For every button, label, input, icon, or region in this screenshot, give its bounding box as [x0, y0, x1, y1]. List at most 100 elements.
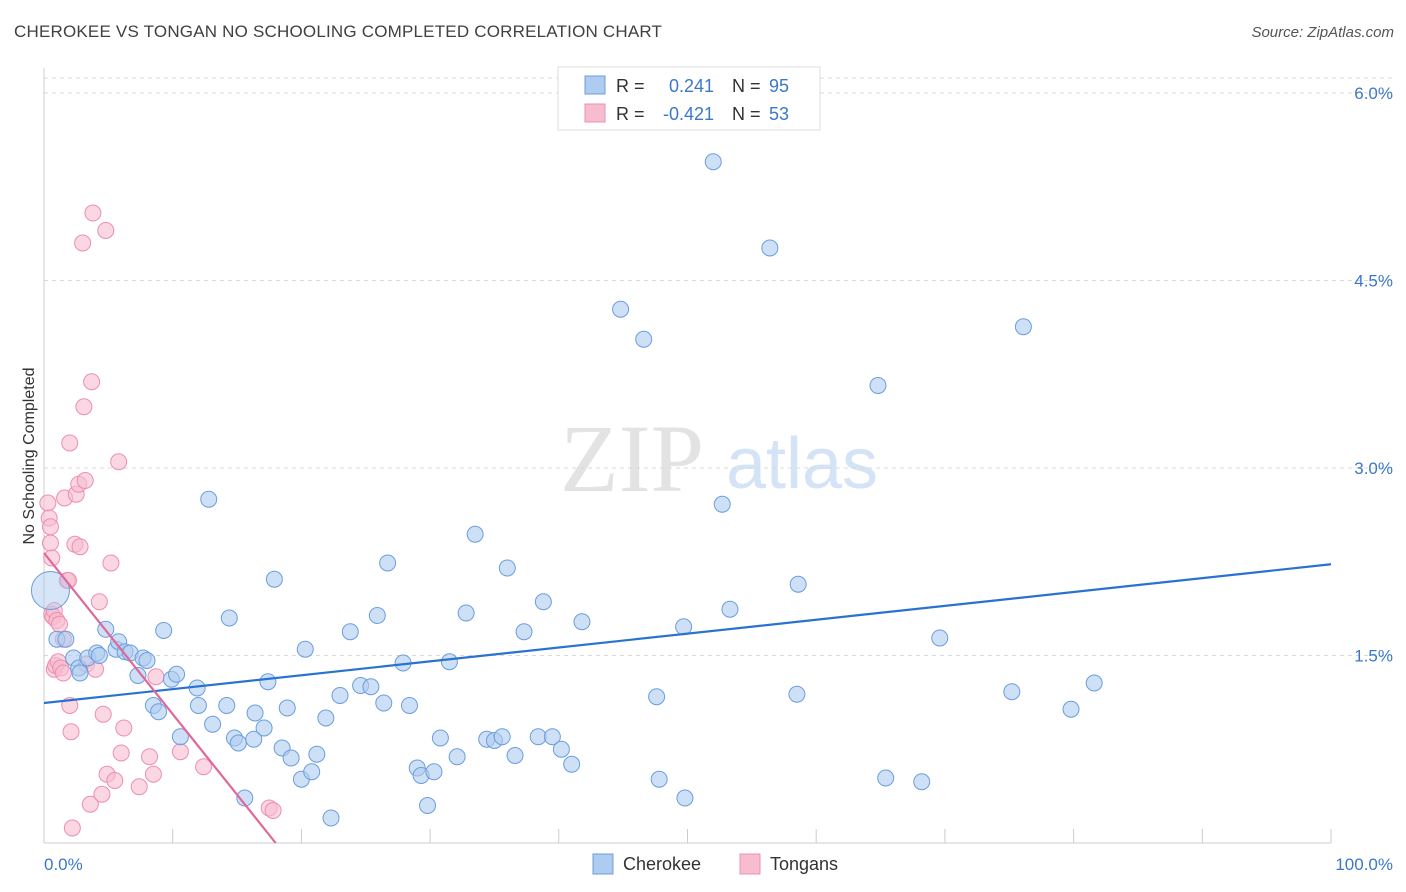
cherokee-point: [650, 770, 668, 788]
tongan-point: [90, 593, 108, 611]
y-tick-label: 3.0%: [1354, 459, 1393, 478]
cherokee-point: [246, 704, 264, 722]
cherokee-point: [648, 688, 666, 706]
tongan-trend-line: [43, 552, 277, 844]
cherokee-point: [218, 697, 236, 714]
cherokee-point: [200, 490, 218, 508]
watermark-zip: ZIP: [560, 405, 704, 512]
source-label: Source: ZipAtlas.com: [1251, 24, 1394, 41]
cherokee-point: [493, 728, 511, 746]
cherokee-point: [322, 809, 340, 827]
legend-r-label-tongans: R =: [616, 104, 645, 124]
tongan-point: [94, 705, 112, 723]
tongan-point: [74, 234, 92, 252]
bottom-legend-swatch-cherokee: [592, 853, 614, 875]
tongan-point: [39, 494, 57, 512]
cherokee-point: [317, 709, 335, 727]
cherokee-point: [543, 728, 561, 746]
cherokee-point: [229, 734, 247, 752]
cherokee-point: [1014, 318, 1032, 336]
cherokee-point: [466, 525, 484, 543]
y-axis-label: No Schooling Completed: [21, 368, 38, 545]
cherokee-point: [90, 647, 108, 664]
cherokee-point: [419, 797, 437, 814]
legend-n-value-tongans: 53: [769, 104, 789, 124]
x-tick-labels: 0.0% 100.0%: [44, 855, 1393, 874]
cherokee-point: [296, 640, 314, 658]
cherokee-point: [515, 623, 533, 641]
cherokee-point: [204, 715, 222, 733]
chart-title: CHEROKEE VS TONGAN NO SCHOOLING COMPLETE…: [14, 22, 663, 41]
cherokee-point: [425, 763, 443, 781]
tongan-point: [102, 554, 120, 572]
bottom-legend-swatch-tongans: [739, 853, 761, 875]
cherokee-point: [1062, 700, 1080, 718]
series-cherokee: [30, 153, 1103, 827]
cherokee-point: [282, 749, 300, 767]
cherokee-point: [563, 755, 581, 773]
cherokee-point: [788, 685, 806, 703]
cherokee-point: [220, 609, 238, 627]
cherokee-point: [341, 623, 359, 641]
cherokee-point: [379, 554, 397, 572]
cherokee-point: [721, 600, 739, 618]
legend-swatch-tongans: [584, 103, 606, 123]
bottom-legend-label-cherokee: Cherokee: [623, 854, 701, 874]
cherokee-point: [676, 789, 694, 807]
cherokee-point: [30, 571, 70, 610]
cherokee-point: [506, 747, 524, 764]
cherokee-point: [635, 330, 653, 348]
cherokee-point: [761, 239, 779, 257]
cherokee-point: [245, 730, 263, 748]
tongan-point: [195, 758, 213, 776]
legend-r-value-cherokee: 0.241: [669, 76, 714, 96]
legend-swatch-cherokee: [584, 75, 606, 95]
trend-lines: [43, 552, 1332, 844]
cherokee-point: [457, 604, 475, 622]
cherokee-point: [877, 769, 895, 787]
tongan-point: [115, 719, 133, 737]
cherokee-point: [931, 629, 949, 647]
tongan-point: [61, 434, 79, 452]
watermark: ZIP atlas: [560, 405, 878, 512]
cherokee-point: [713, 495, 731, 513]
cherokee-point: [869, 377, 887, 394]
tongan-point: [62, 723, 80, 741]
bottom-legend-label-tongans: Tongans: [770, 854, 838, 874]
tongan-point: [71, 538, 89, 556]
cherokee-point: [171, 728, 189, 746]
cherokee-point: [255, 719, 273, 737]
cherokee-point: [57, 630, 75, 648]
y-tick-label: 4.5%: [1354, 272, 1393, 291]
tongan-point: [76, 472, 94, 489]
tongan-point: [83, 373, 101, 391]
cherokee-point: [440, 653, 458, 671]
cherokee-point: [303, 763, 321, 781]
tongan-point: [43, 549, 61, 567]
tongan-point: [144, 765, 162, 783]
cherokee-point: [573, 613, 591, 631]
cherokee-point: [375, 694, 393, 712]
tongan-point: [54, 664, 72, 682]
cherokee-point: [168, 665, 186, 683]
tongan-point: [41, 518, 59, 536]
tongan-point: [81, 795, 99, 813]
cherokee-trend-line: [43, 563, 1332, 705]
legend-box: R = 0.241 N = 95 R = -0.421 N = 53: [557, 66, 821, 131]
cherokee-point: [150, 703, 168, 721]
legend-n-label-tongans: N =: [732, 104, 761, 124]
tongan-point: [110, 453, 128, 471]
cherokee-point: [1003, 683, 1021, 701]
tongan-point: [84, 204, 102, 222]
cherokee-point: [401, 697, 419, 714]
cherokee-point: [534, 593, 552, 611]
cherokee-point: [431, 729, 449, 747]
tongan-point: [41, 534, 59, 552]
cherokee-point: [129, 667, 147, 684]
tongan-point: [106, 772, 124, 789]
cherokee-point: [71, 664, 89, 682]
cherokee-point: [189, 697, 207, 714]
tongan-point: [130, 778, 148, 796]
cherokee-point: [368, 607, 386, 624]
